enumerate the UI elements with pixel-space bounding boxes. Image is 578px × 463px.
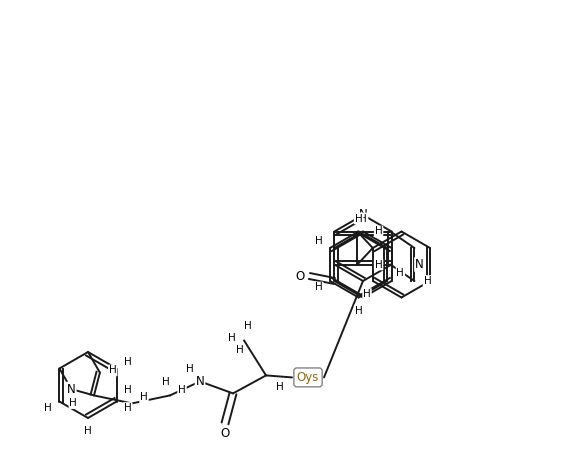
Text: H: H xyxy=(186,364,194,375)
Text: N: N xyxy=(195,375,205,388)
Text: H: H xyxy=(424,276,431,286)
Text: H: H xyxy=(162,377,170,388)
Text: H: H xyxy=(84,426,92,436)
Text: H: H xyxy=(124,403,132,413)
Text: H: H xyxy=(45,403,52,413)
Text: H: H xyxy=(178,385,186,395)
Text: O: O xyxy=(220,427,229,440)
Text: H: H xyxy=(375,226,383,237)
Text: N: N xyxy=(415,258,424,271)
Text: H: H xyxy=(397,268,404,277)
Text: N: N xyxy=(358,208,368,221)
Text: H: H xyxy=(244,321,252,332)
Text: H: H xyxy=(228,333,236,344)
Text: O: O xyxy=(296,269,305,282)
Text: H: H xyxy=(236,345,244,356)
Text: H: H xyxy=(359,213,367,224)
Text: H: H xyxy=(140,393,148,402)
Text: H: H xyxy=(124,357,132,367)
Text: Oys: Oys xyxy=(297,371,319,384)
Text: H: H xyxy=(69,398,77,408)
Text: H: H xyxy=(375,259,383,269)
Text: H: H xyxy=(355,306,362,315)
Text: H: H xyxy=(124,385,132,395)
Text: H: H xyxy=(315,237,323,246)
Text: H: H xyxy=(276,382,284,393)
Text: H: H xyxy=(355,213,362,224)
Text: H: H xyxy=(109,365,117,375)
Text: H: H xyxy=(363,289,371,299)
Text: H: H xyxy=(315,282,323,293)
Text: N: N xyxy=(67,382,76,395)
